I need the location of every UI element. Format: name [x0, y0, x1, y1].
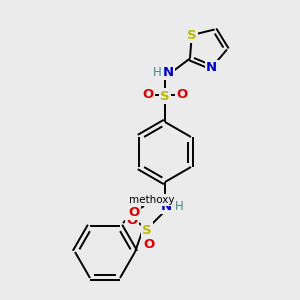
Text: O: O	[128, 206, 140, 218]
Text: N: N	[206, 61, 217, 74]
Text: N: N	[162, 65, 174, 79]
Text: H: H	[175, 200, 183, 214]
Text: S: S	[187, 28, 196, 41]
Text: O: O	[143, 238, 155, 251]
Text: H: H	[153, 65, 161, 79]
Text: S: S	[142, 224, 152, 236]
Text: N: N	[160, 200, 172, 212]
Text: methoxy: methoxy	[129, 195, 175, 205]
Text: O: O	[142, 88, 154, 101]
Text: O: O	[126, 214, 138, 226]
Text: O: O	[176, 88, 188, 101]
Text: S: S	[160, 89, 170, 103]
